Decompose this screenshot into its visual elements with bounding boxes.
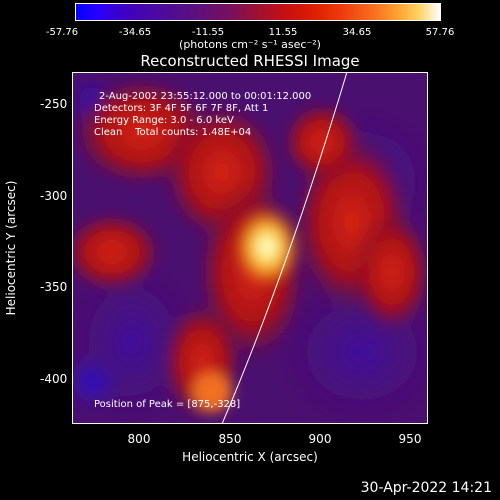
plot-frame bbox=[72, 72, 428, 424]
info-detectors: Detectors: 3F 4F 5F 6F 7F 8F, Att 1 bbox=[94, 103, 269, 114]
colorbar-tick: 11.55 bbox=[268, 27, 298, 38]
x-tick-label: 850 bbox=[218, 432, 242, 446]
y-axis-label: Heliocentric Y (arcsec) bbox=[4, 180, 18, 316]
colorbar-tick: -57.76 bbox=[45, 27, 79, 38]
colorbar-gradient bbox=[75, 3, 441, 21]
x-tick-label: 800 bbox=[127, 432, 151, 446]
x-axis-label: Heliocentric X (arcsec) bbox=[182, 450, 318, 464]
y-tick-label: -250 bbox=[40, 97, 68, 111]
y-tick-label: -300 bbox=[40, 189, 68, 203]
info-peak: Position of Peak = [875,-328] bbox=[94, 399, 241, 410]
plot-title: Reconstructed RHESSI Image bbox=[140, 52, 360, 70]
info-clean: Clean Total counts: 1.48E+04 bbox=[94, 127, 252, 138]
info-energy: Energy Range: 3.0 - 6.0 keV bbox=[94, 115, 234, 126]
timestamp: 30-Apr-2022 14:21 bbox=[360, 480, 492, 496]
limb-line bbox=[221, 72, 348, 424]
y-tick-label: -400 bbox=[40, 372, 68, 386]
x-tick-label: 950 bbox=[398, 432, 422, 446]
colorbar-tick: -11.55 bbox=[191, 27, 225, 38]
x-tick-label: 900 bbox=[308, 432, 332, 446]
info-time-range: 2-Aug-2002 23:55:12.000 to 00:01:12.000 bbox=[99, 91, 312, 102]
colorbar-tick: -34.65 bbox=[118, 27, 152, 38]
colorbar-tick: 57.76 bbox=[425, 27, 455, 38]
colorbar-units: (photons cm⁻² s⁻¹ asec⁻²) bbox=[179, 38, 321, 51]
colorbar: -57.76 -34.65 -11.55 11.55 34.65 57.76 bbox=[46, 3, 454, 38]
colorbar-tick: 34.65 bbox=[342, 27, 372, 38]
y-tick-label: -350 bbox=[40, 280, 68, 294]
solar-image bbox=[72, 72, 428, 424]
